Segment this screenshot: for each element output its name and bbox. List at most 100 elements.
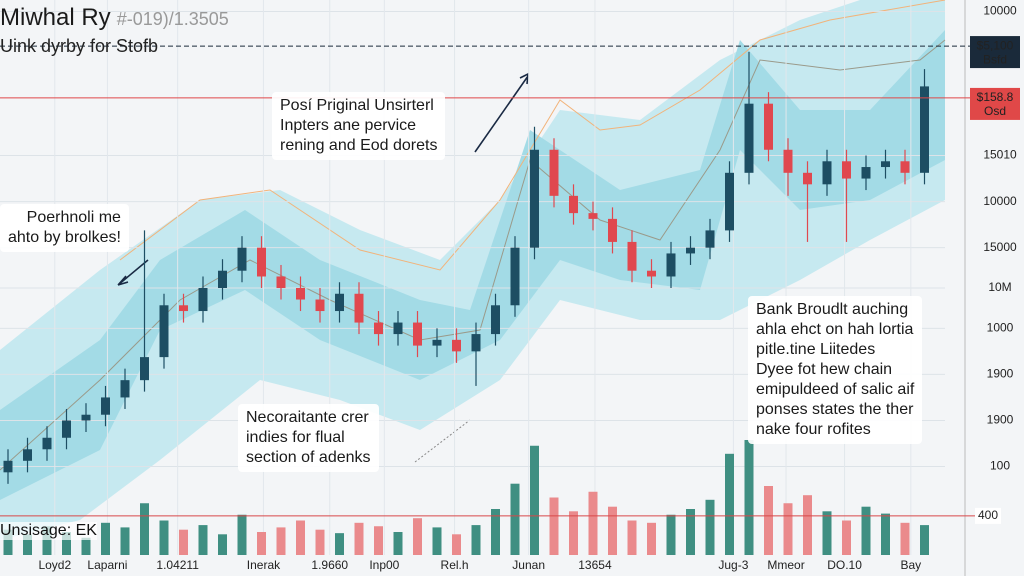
volume-bar <box>432 527 442 555</box>
envelope-line <box>119 0 946 271</box>
x-tick-label: Rel.h <box>441 558 469 572</box>
volume-bar <box>3 529 13 555</box>
caption: Uink dyrby for Stofb <box>0 36 159 56</box>
candle-body <box>354 293 364 323</box>
volume-bar <box>530 445 539 555</box>
candle-body <box>218 270 227 288</box>
price-label: $158.8 <box>977 90 1014 104</box>
annotation: Bank Broudlt auching ahla ehct on hah lor… <box>748 296 923 444</box>
volume-bar <box>101 522 110 555</box>
annotation: Poerhnoli me ahto by brolkes! <box>0 204 129 252</box>
candle-body <box>452 339 461 352</box>
volume-bar <box>120 527 130 555</box>
volume-bar <box>179 529 188 555</box>
y-tick-label: 15010 <box>983 148 1017 162</box>
candle-body <box>81 414 91 421</box>
volume-bar <box>491 509 500 555</box>
annotation-line: ahto by brolkes! <box>8 229 121 246</box>
candle-body <box>491 305 500 335</box>
candle-body <box>237 247 247 271</box>
volume-bar <box>920 525 929 555</box>
annotation-line: Inpters ane pervice <box>280 117 417 134</box>
candle-body <box>861 167 871 179</box>
candle-body <box>530 149 539 248</box>
volume-bar <box>471 525 481 555</box>
x-tick-label: Junan <box>512 558 545 572</box>
volume-bar <box>81 537 91 555</box>
y-tick-label: 10000 <box>983 4 1017 18</box>
candle-body <box>42 437 52 450</box>
volume-bar <box>725 453 734 555</box>
annotation-line: rening and Eod dorets <box>280 137 438 154</box>
price-label: $5,100 <box>977 38 1014 52</box>
annotation-line: nake four rofites <box>756 421 871 438</box>
volume-bar <box>842 520 851 555</box>
candle-body <box>822 161 832 185</box>
candle-body <box>140 357 149 381</box>
volume-bar <box>803 495 812 555</box>
x-tick-label: Laparni <box>87 558 127 572</box>
x-tick-label: 1.9660 <box>311 558 348 572</box>
x-tick-label: Inerak <box>247 558 281 572</box>
candle-body <box>257 247 266 277</box>
band-inner <box>0 30 945 500</box>
volume-bar <box>354 522 364 555</box>
candle-body <box>471 334 481 352</box>
candle-body <box>744 103 754 173</box>
annotation-line: pitle.tine Liitedes <box>756 341 876 358</box>
y-tick-label: 1900 <box>987 367 1014 381</box>
arrow <box>414 419 471 463</box>
volume-bar <box>315 529 325 555</box>
candle-body <box>647 270 656 277</box>
candle-body <box>588 213 598 219</box>
volume-bar <box>588 491 598 555</box>
volume-bar <box>257 532 266 555</box>
x-tick-label: 1.04211 <box>156 558 199 572</box>
candle-body <box>725 172 734 231</box>
annotation-line: section of adenks <box>246 449 371 466</box>
volume-bar <box>666 514 676 555</box>
candle-body <box>627 241 637 271</box>
volume-bar <box>276 527 286 555</box>
candle-body <box>569 195 578 214</box>
candle-body <box>335 293 344 312</box>
annotation-line: emipuldeed of salic aif <box>756 381 915 398</box>
x-tick-label: Jug-3 <box>718 558 748 572</box>
volume-bar <box>569 511 578 555</box>
x-tick-label: Inp00 <box>369 558 399 572</box>
volume-bar <box>881 513 890 555</box>
x-tick-label: Bay <box>901 558 922 572</box>
annotation-line: Poerhnoli me <box>26 209 121 226</box>
annotation-line: ahla ehct on hah lortia <box>756 321 914 338</box>
volume-bar <box>705 499 715 555</box>
volume-bar <box>861 506 871 555</box>
annotation: Necoraitante crer indies for flual section… <box>238 404 379 472</box>
candle-body <box>179 305 188 312</box>
volume-bar <box>23 534 32 555</box>
candle-body <box>783 149 793 173</box>
volume-bar <box>374 526 383 555</box>
candle-body <box>608 218 617 242</box>
y-tick-label: 1900 <box>987 413 1014 427</box>
arrow <box>474 72 529 153</box>
candle-body <box>842 161 851 179</box>
candle-body <box>198 288 208 312</box>
annotation-line: ponses states the ther <box>756 401 914 418</box>
annotation-line: indies for flual <box>246 429 345 446</box>
chart-title: Miwhal Ry <box>0 4 111 31</box>
candle-body <box>920 86 929 173</box>
x-tick-label: 13654 <box>578 558 612 572</box>
candle-body <box>159 305 169 358</box>
band-outer <box>0 0 945 540</box>
candle-body <box>705 230 715 248</box>
volume-bar <box>764 486 773 555</box>
x-tick-label: Loyd2 <box>38 558 71 572</box>
annotation-line: Posí Priginal Unsirterl <box>280 97 434 114</box>
y-tick-label: 10M <box>988 280 1011 294</box>
candle-body <box>120 380 130 398</box>
volume-bar <box>627 520 637 555</box>
candle-body <box>413 322 422 346</box>
volume-bar <box>510 483 520 555</box>
